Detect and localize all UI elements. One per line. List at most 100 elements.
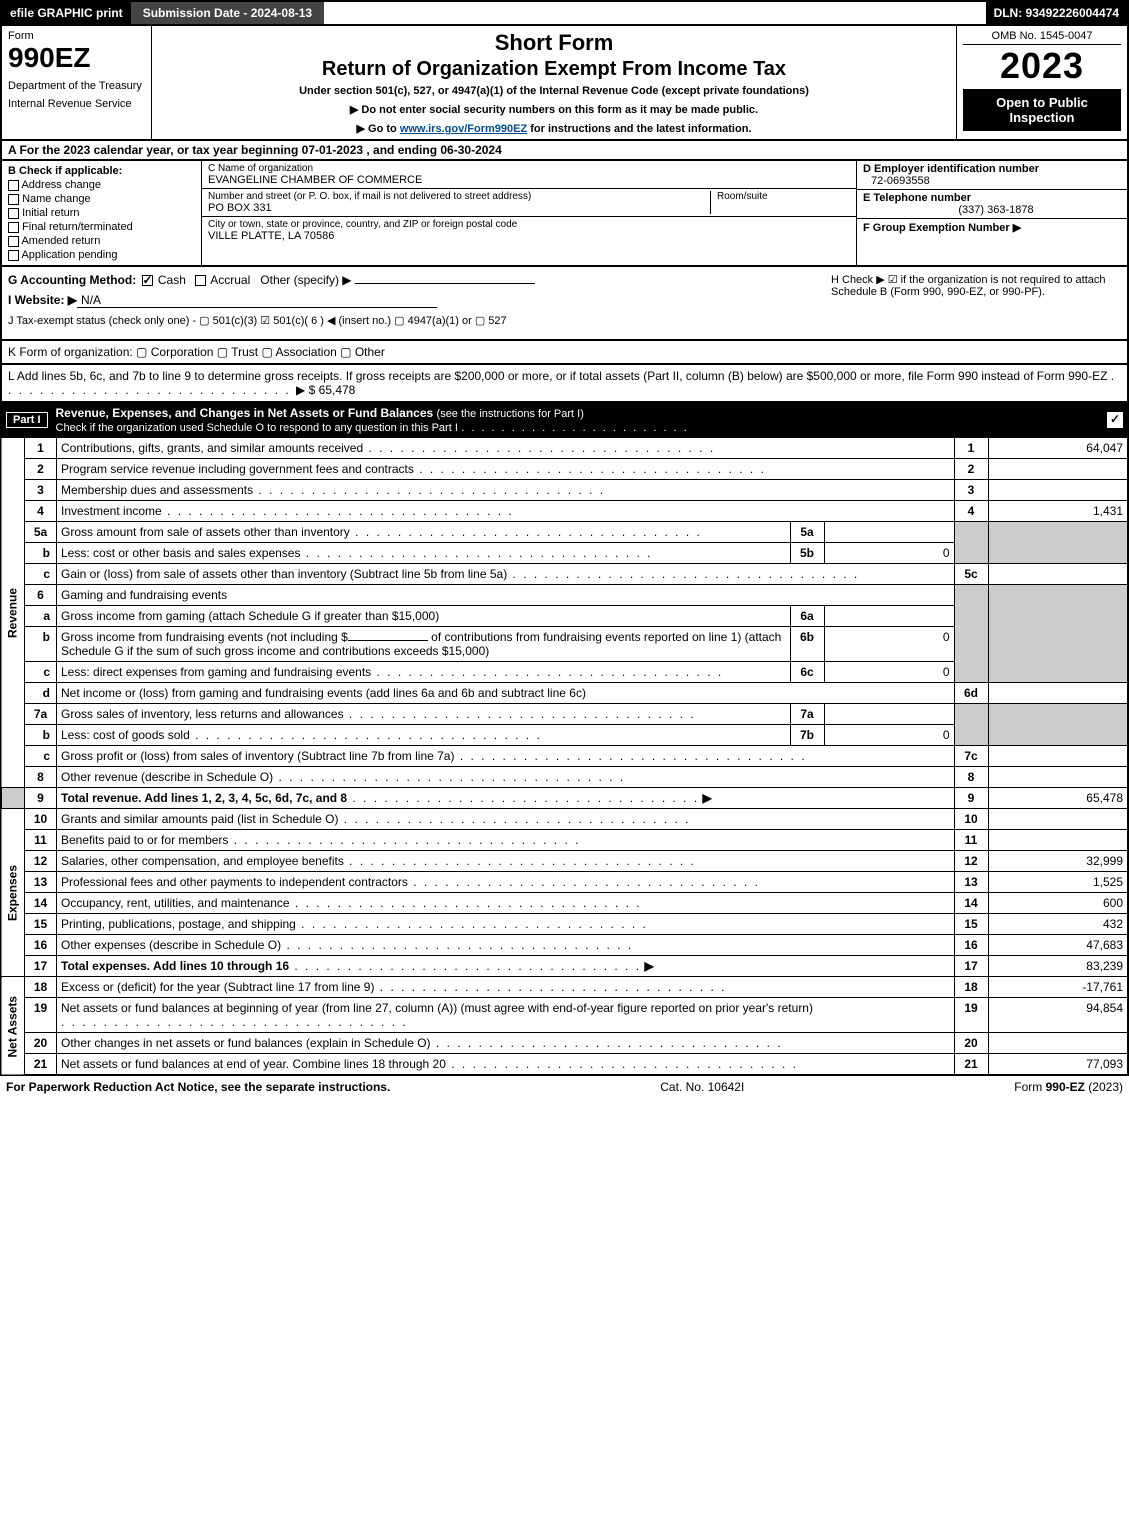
- footer-left: For Paperwork Reduction Act Notice, see …: [6, 1080, 390, 1094]
- part1-label: Part I: [6, 412, 48, 428]
- block-def: D Employer identification number 72-0693…: [857, 161, 1127, 265]
- val-14: 600: [988, 893, 1128, 914]
- chk-name-change[interactable]: Name change: [8, 193, 195, 205]
- val-6b: 0: [824, 627, 954, 662]
- table-row: 8 Other revenue (describe in Schedule O)…: [1, 767, 1128, 788]
- ein-value: 72-0693558: [863, 175, 1121, 187]
- note-link: ▶ Go to www.irs.gov/Form990EZ for instru…: [160, 122, 948, 135]
- footer: For Paperwork Reduction Act Notice, see …: [0, 1076, 1129, 1098]
- side-revenue: Revenue: [1, 438, 25, 788]
- val-1: 64,047: [988, 438, 1128, 459]
- val-6d: [988, 683, 1128, 704]
- table-row: 15 Printing, publications, postage, and …: [1, 914, 1128, 935]
- val-10: [988, 809, 1128, 830]
- form-number: 990EZ: [8, 42, 145, 74]
- val-18: -17,761: [988, 977, 1128, 998]
- dept-label: Department of the Treasury: [8, 80, 145, 92]
- val-7b: 0: [824, 725, 954, 746]
- table-row: Net Assets 18 Excess or (deficit) for th…: [1, 977, 1128, 998]
- submission-date-label: Submission Date - 2024-08-13: [131, 2, 324, 24]
- table-row: 4 Investment income 4 1,431: [1, 501, 1128, 522]
- group-exemption-value: [1021, 222, 1029, 234]
- lines-table: Revenue 1 Contributions, gifts, grants, …: [0, 437, 1129, 1076]
- phone-value: (337) 363-1878: [863, 204, 1121, 216]
- table-row: Expenses 10 Grants and similar amounts p…: [1, 809, 1128, 830]
- phone-row: E Telephone number (337) 363-1878: [857, 190, 1127, 219]
- table-row: 13 Professional fees and other payments …: [1, 872, 1128, 893]
- org-city: VILLE PLATTE, LA 70586: [208, 230, 850, 242]
- val-8: [988, 767, 1128, 788]
- val-12: 32,999: [988, 851, 1128, 872]
- table-row: d Net income or (loss) from gaming and f…: [1, 683, 1128, 704]
- val-2: [988, 459, 1128, 480]
- line-j: J Tax-exempt status (check only one) - ▢…: [8, 314, 1121, 327]
- val-3: [988, 480, 1128, 501]
- val-7a: [824, 704, 954, 725]
- chk-amended-return[interactable]: Amended return: [8, 235, 195, 247]
- irs-link[interactable]: www.irs.gov/Form990EZ: [400, 123, 527, 135]
- line-h: H Check ▶ ☑ if the organization is not r…: [831, 273, 1121, 298]
- gross-receipts-value: 65,478: [319, 383, 356, 397]
- topbar: efile GRAPHIC print Submission Date - 20…: [0, 0, 1129, 26]
- table-row: 2 Program service revenue including gove…: [1, 459, 1128, 480]
- val-21: 77,093: [988, 1054, 1128, 1076]
- val-19: 94,854: [988, 998, 1128, 1033]
- subtitle: Under section 501(c), 527, or 4947(a)(1)…: [160, 85, 948, 97]
- chk-address-change[interactable]: Address change: [8, 179, 195, 191]
- open-inspection-badge: Open to Public Inspection: [963, 89, 1121, 131]
- val-5b: 0: [824, 543, 954, 564]
- table-row: 19 Net assets or fund balances at beginn…: [1, 998, 1128, 1033]
- efile-print-label[interactable]: efile GRAPHIC print: [2, 2, 131, 24]
- val-9: 65,478: [988, 788, 1128, 809]
- tax-year: 2023: [963, 45, 1121, 87]
- part1-checkbox[interactable]: ✓: [1107, 412, 1123, 428]
- table-row: 20 Other changes in net assets or fund b…: [1, 1033, 1128, 1054]
- block-b: B Check if applicable: Address change Na…: [2, 161, 202, 265]
- val-5c: [988, 564, 1128, 585]
- header-left: Form 990EZ Department of the Treasury In…: [2, 26, 152, 139]
- footer-cat-no: Cat. No. 10642I: [660, 1080, 744, 1094]
- table-row: 6 Gaming and fundraising events: [1, 585, 1128, 606]
- val-15: 432: [988, 914, 1128, 935]
- table-row: c Gain or (loss) from sale of assets oth…: [1, 564, 1128, 585]
- chk-cash[interactable]: [142, 275, 153, 286]
- org-name-row: C Name of organization EVANGELINE CHAMBE…: [202, 161, 856, 189]
- line-a: A For the 2023 calendar year, or tax yea…: [0, 141, 1129, 161]
- header-right: OMB No. 1545-0047 2023 Open to Public In…: [957, 26, 1127, 139]
- chk-application-pending[interactable]: Application pending: [8, 249, 195, 261]
- note-privacy: ▶ Do not enter social security numbers o…: [160, 103, 948, 116]
- side-netassets: Net Assets: [1, 977, 25, 1076]
- val-20: [988, 1033, 1128, 1054]
- block-b-title: B Check if applicable:: [8, 165, 195, 177]
- val-5a: [824, 522, 954, 543]
- val-13: 1,525: [988, 872, 1128, 893]
- org-addr-row: Number and street (or P. O. box, if mail…: [202, 189, 856, 217]
- table-row: 17 Total expenses. Add lines 10 through …: [1, 956, 1128, 977]
- group-exemption-row: F Group Exemption Number ▶: [857, 219, 1127, 236]
- block-c: C Name of organization EVANGELINE CHAMBE…: [202, 161, 857, 265]
- val-11: [988, 830, 1128, 851]
- table-row: 7a Gross sales of inventory, less return…: [1, 704, 1128, 725]
- val-6c: 0: [824, 662, 954, 683]
- title-return: Return of Organization Exempt From Incom…: [160, 58, 948, 81]
- ein-row: D Employer identification number 72-0693…: [857, 161, 1127, 190]
- val-7c: [988, 746, 1128, 767]
- line-l: L Add lines 5b, 6c, and 7b to line 9 to …: [0, 365, 1129, 403]
- dln-label: DLN: 93492226004474: [986, 2, 1127, 24]
- table-row: 9 Total revenue. Add lines 1, 2, 3, 4, 5…: [1, 788, 1128, 809]
- table-row: 21 Net assets or fund balances at end of…: [1, 1054, 1128, 1076]
- table-row: 16 Other expenses (describe in Schedule …: [1, 935, 1128, 956]
- header-center: Short Form Return of Organization Exempt…: [152, 26, 957, 139]
- block-ghij: G Accounting Method: Cash Accrual Other …: [0, 267, 1129, 341]
- form-label: Form: [8, 30, 145, 42]
- table-row: c Gross profit or (loss) from sales of i…: [1, 746, 1128, 767]
- omb-label: OMB No. 1545-0047: [963, 30, 1121, 45]
- org-city-row: City or town, state or province, country…: [202, 217, 856, 244]
- val-6a: [824, 606, 954, 627]
- other-method-input[interactable]: [355, 283, 535, 284]
- chk-final-return[interactable]: Final return/terminated: [8, 221, 195, 233]
- chk-accrual[interactable]: [195, 275, 206, 286]
- chk-initial-return[interactable]: Initial return: [8, 207, 195, 219]
- footer-form: Form 990-EZ (2023): [1014, 1080, 1123, 1094]
- org-name: EVANGELINE CHAMBER OF COMMERCE: [208, 174, 850, 186]
